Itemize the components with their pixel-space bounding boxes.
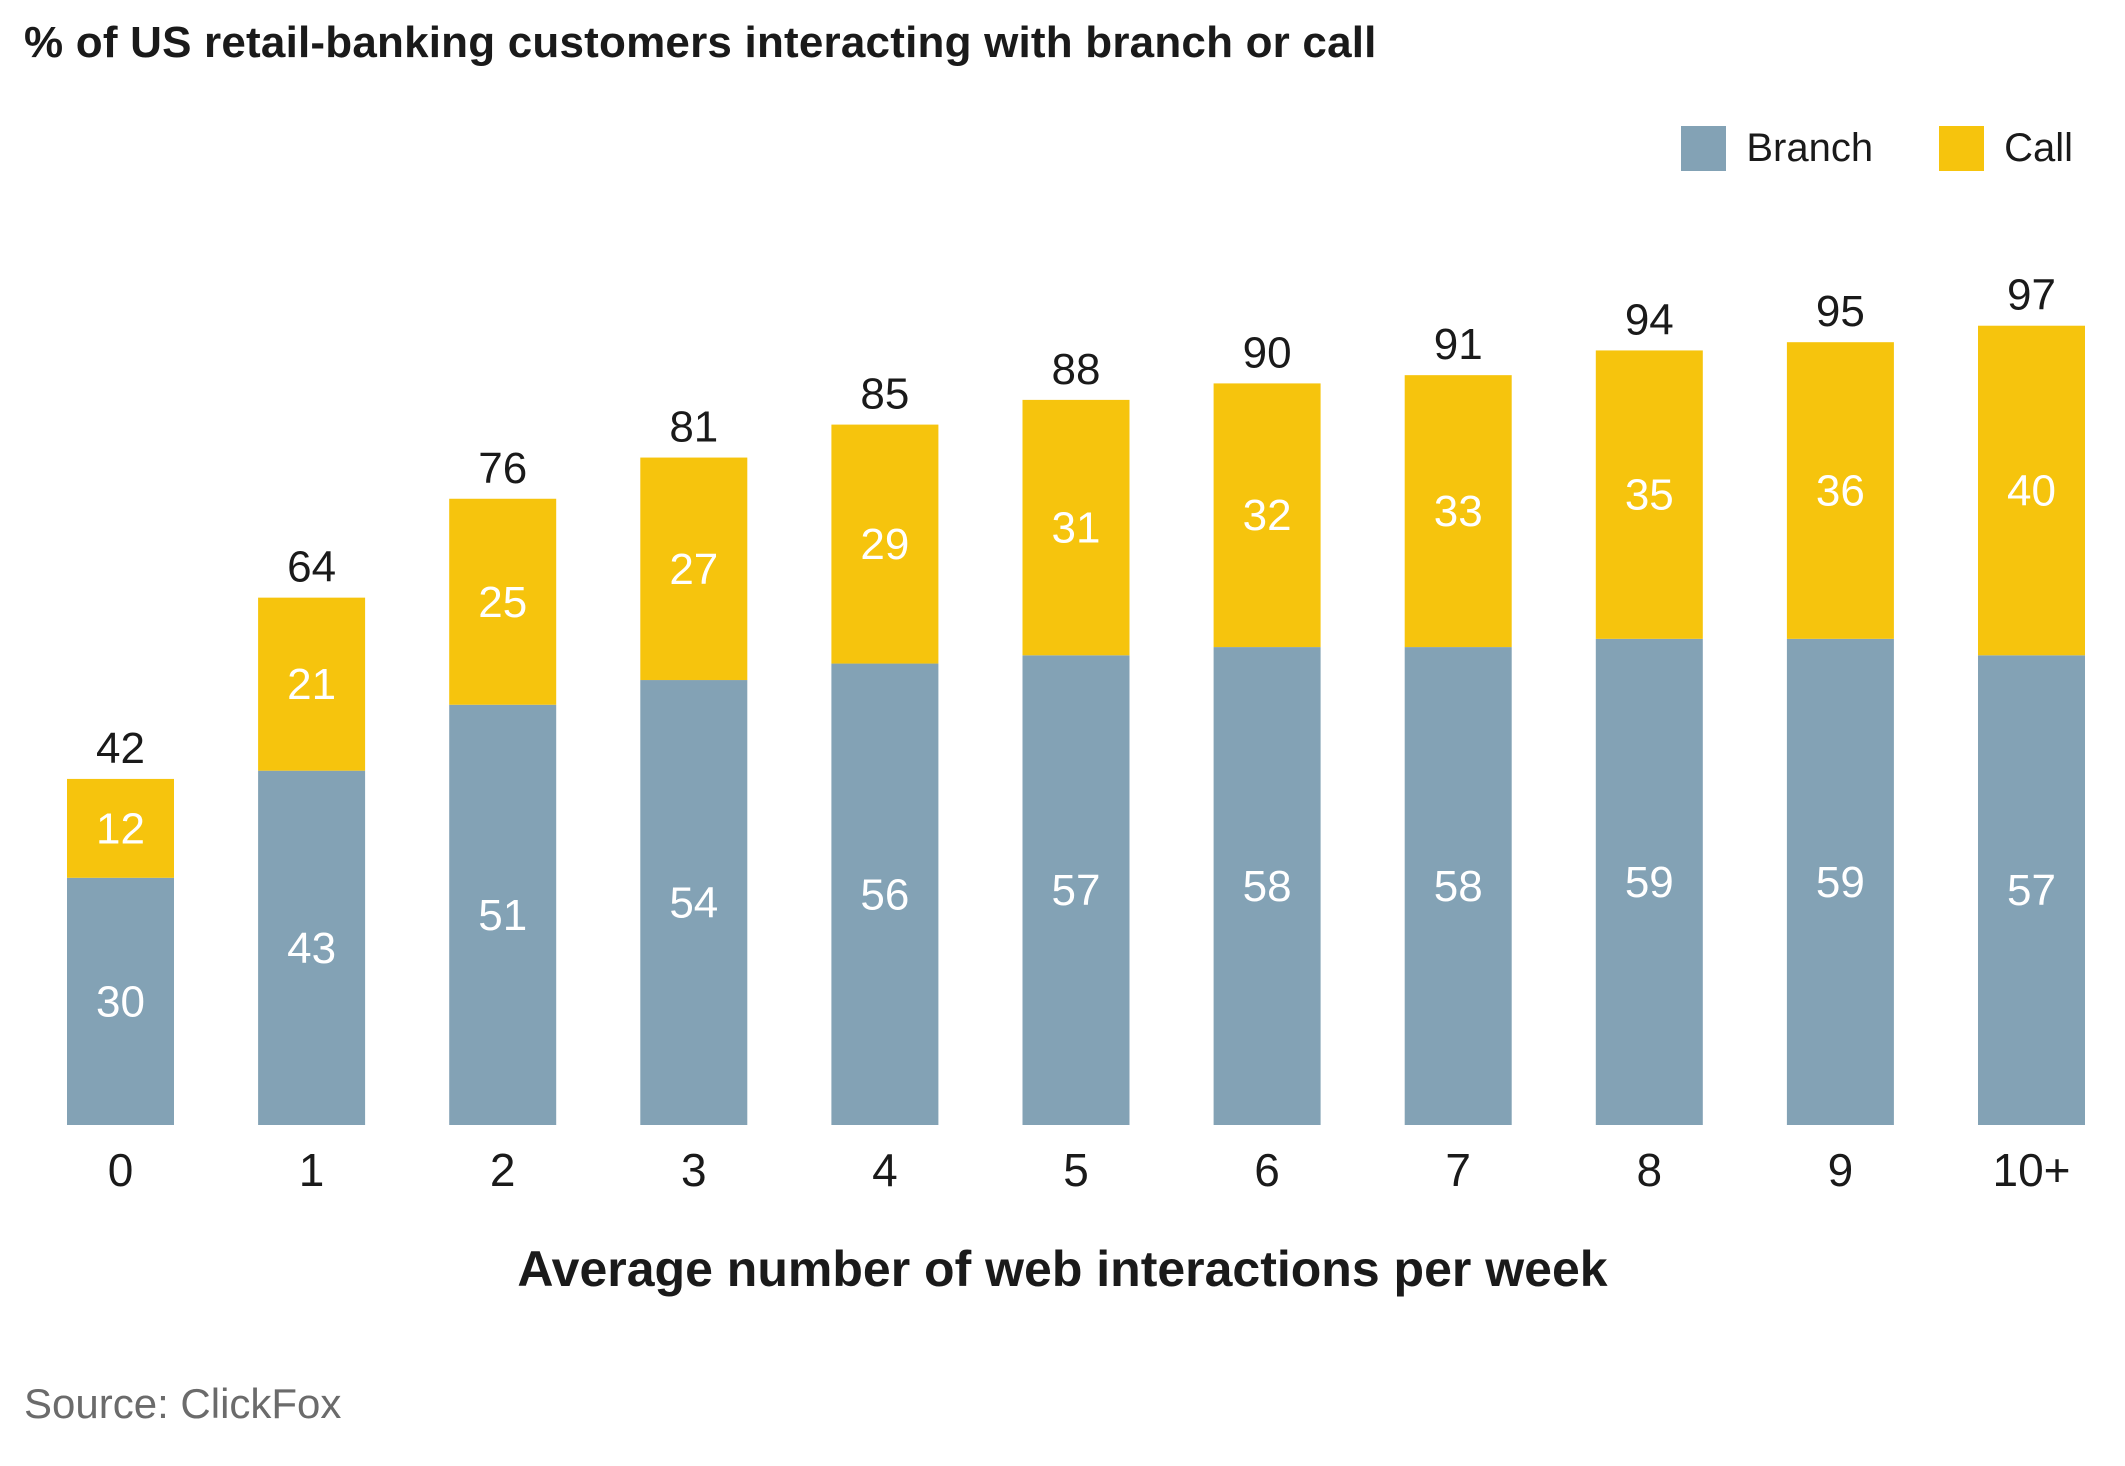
bar-branch [449, 704, 557, 1125]
bar-call [258, 597, 366, 771]
total-label: 85 [860, 370, 909, 419]
bar-branch [640, 680, 748, 1125]
data-label-branch: 54 [669, 879, 718, 928]
x-axis-title: Average number of web interactions per w… [517, 1241, 1608, 1297]
total-label: 94 [1625, 295, 1674, 344]
bar-call [1595, 350, 1703, 639]
data-label-call: 27 [669, 545, 718, 594]
x-tick-label: 9 [1828, 1144, 1854, 1196]
x-tick-label: 8 [1637, 1144, 1663, 1196]
data-label-branch: 30 [96, 977, 145, 1026]
bar-branch [831, 663, 939, 1125]
source-note: Source: ClickFox [24, 1380, 342, 1427]
x-tick-label: 7 [1445, 1144, 1471, 1196]
legend-item-branch: Branch [1681, 126, 1873, 171]
data-label-branch: 59 [1816, 858, 1865, 907]
bar-call [1786, 342, 1894, 639]
data-label-call: 33 [1434, 487, 1483, 536]
total-label: 42 [96, 724, 145, 773]
data-label-call: 40 [2007, 467, 2056, 516]
bar-branch [1022, 655, 1130, 1125]
bar-call [831, 424, 939, 664]
x-tick-label: 3 [681, 1144, 707, 1196]
x-tick-label: 2 [490, 1144, 516, 1196]
x-tick-label: 1 [299, 1144, 325, 1196]
total-label: 88 [1052, 345, 1101, 394]
data-label-branch: 43 [287, 924, 336, 973]
chart-title: % of US retail-banking customers interac… [24, 18, 1377, 67]
data-label-branch: 59 [1625, 858, 1674, 907]
legend: Branch Call [1615, 126, 2073, 171]
total-label: 95 [1816, 287, 1865, 336]
total-label: 81 [669, 403, 718, 452]
legend-swatch-branch [1681, 126, 1727, 171]
total-label: 76 [478, 444, 527, 493]
bar-branch [1213, 647, 1321, 1125]
data-label-branch: 57 [2007, 866, 2056, 915]
data-label-call: 12 [96, 804, 145, 853]
legend-item-call: Call [1939, 126, 2073, 171]
legend-label-branch: Branch [1746, 126, 1874, 170]
data-label-branch: 56 [860, 870, 909, 919]
x-tick-label: 0 [108, 1144, 134, 1196]
data-label-branch: 58 [1434, 862, 1483, 911]
bar-branch [1404, 647, 1512, 1125]
data-label-branch: 51 [478, 891, 527, 940]
data-label-call: 31 [1052, 504, 1101, 553]
bar-call [1978, 325, 2085, 656]
data-label-call: 21 [287, 660, 336, 709]
x-tick-label: 4 [872, 1144, 898, 1196]
data-label-call: 32 [1243, 491, 1292, 540]
legend-label-call: Call [2004, 126, 2073, 170]
bar-call [67, 778, 174, 878]
bar-call [449, 498, 557, 705]
bar-branch [1978, 655, 2085, 1125]
bar-branch [1786, 638, 1894, 1125]
x-tick-label: 5 [1063, 1144, 1089, 1196]
total-label: 64 [287, 543, 336, 592]
x-tick-label: 10+ [1992, 1144, 2070, 1196]
bar-branch [67, 877, 174, 1125]
data-label-call: 29 [860, 520, 909, 569]
data-label-call: 36 [1816, 467, 1865, 516]
total-label: 91 [1434, 320, 1483, 369]
bar-call [1022, 399, 1130, 656]
data-label-branch: 58 [1243, 862, 1292, 911]
legend-swatch-call [1939, 126, 1985, 171]
total-label: 97 [2007, 271, 2056, 320]
x-tick-label: 6 [1254, 1144, 1280, 1196]
data-label-call: 35 [1625, 471, 1674, 520]
data-label-call: 25 [478, 578, 527, 627]
bar-call [640, 457, 748, 681]
bar-branch [1595, 638, 1703, 1125]
bar-call [1404, 375, 1512, 648]
bar-call [1213, 383, 1321, 648]
bar-branch [258, 770, 366, 1125]
data-label-branch: 57 [1052, 866, 1101, 915]
total-label: 90 [1243, 328, 1292, 377]
